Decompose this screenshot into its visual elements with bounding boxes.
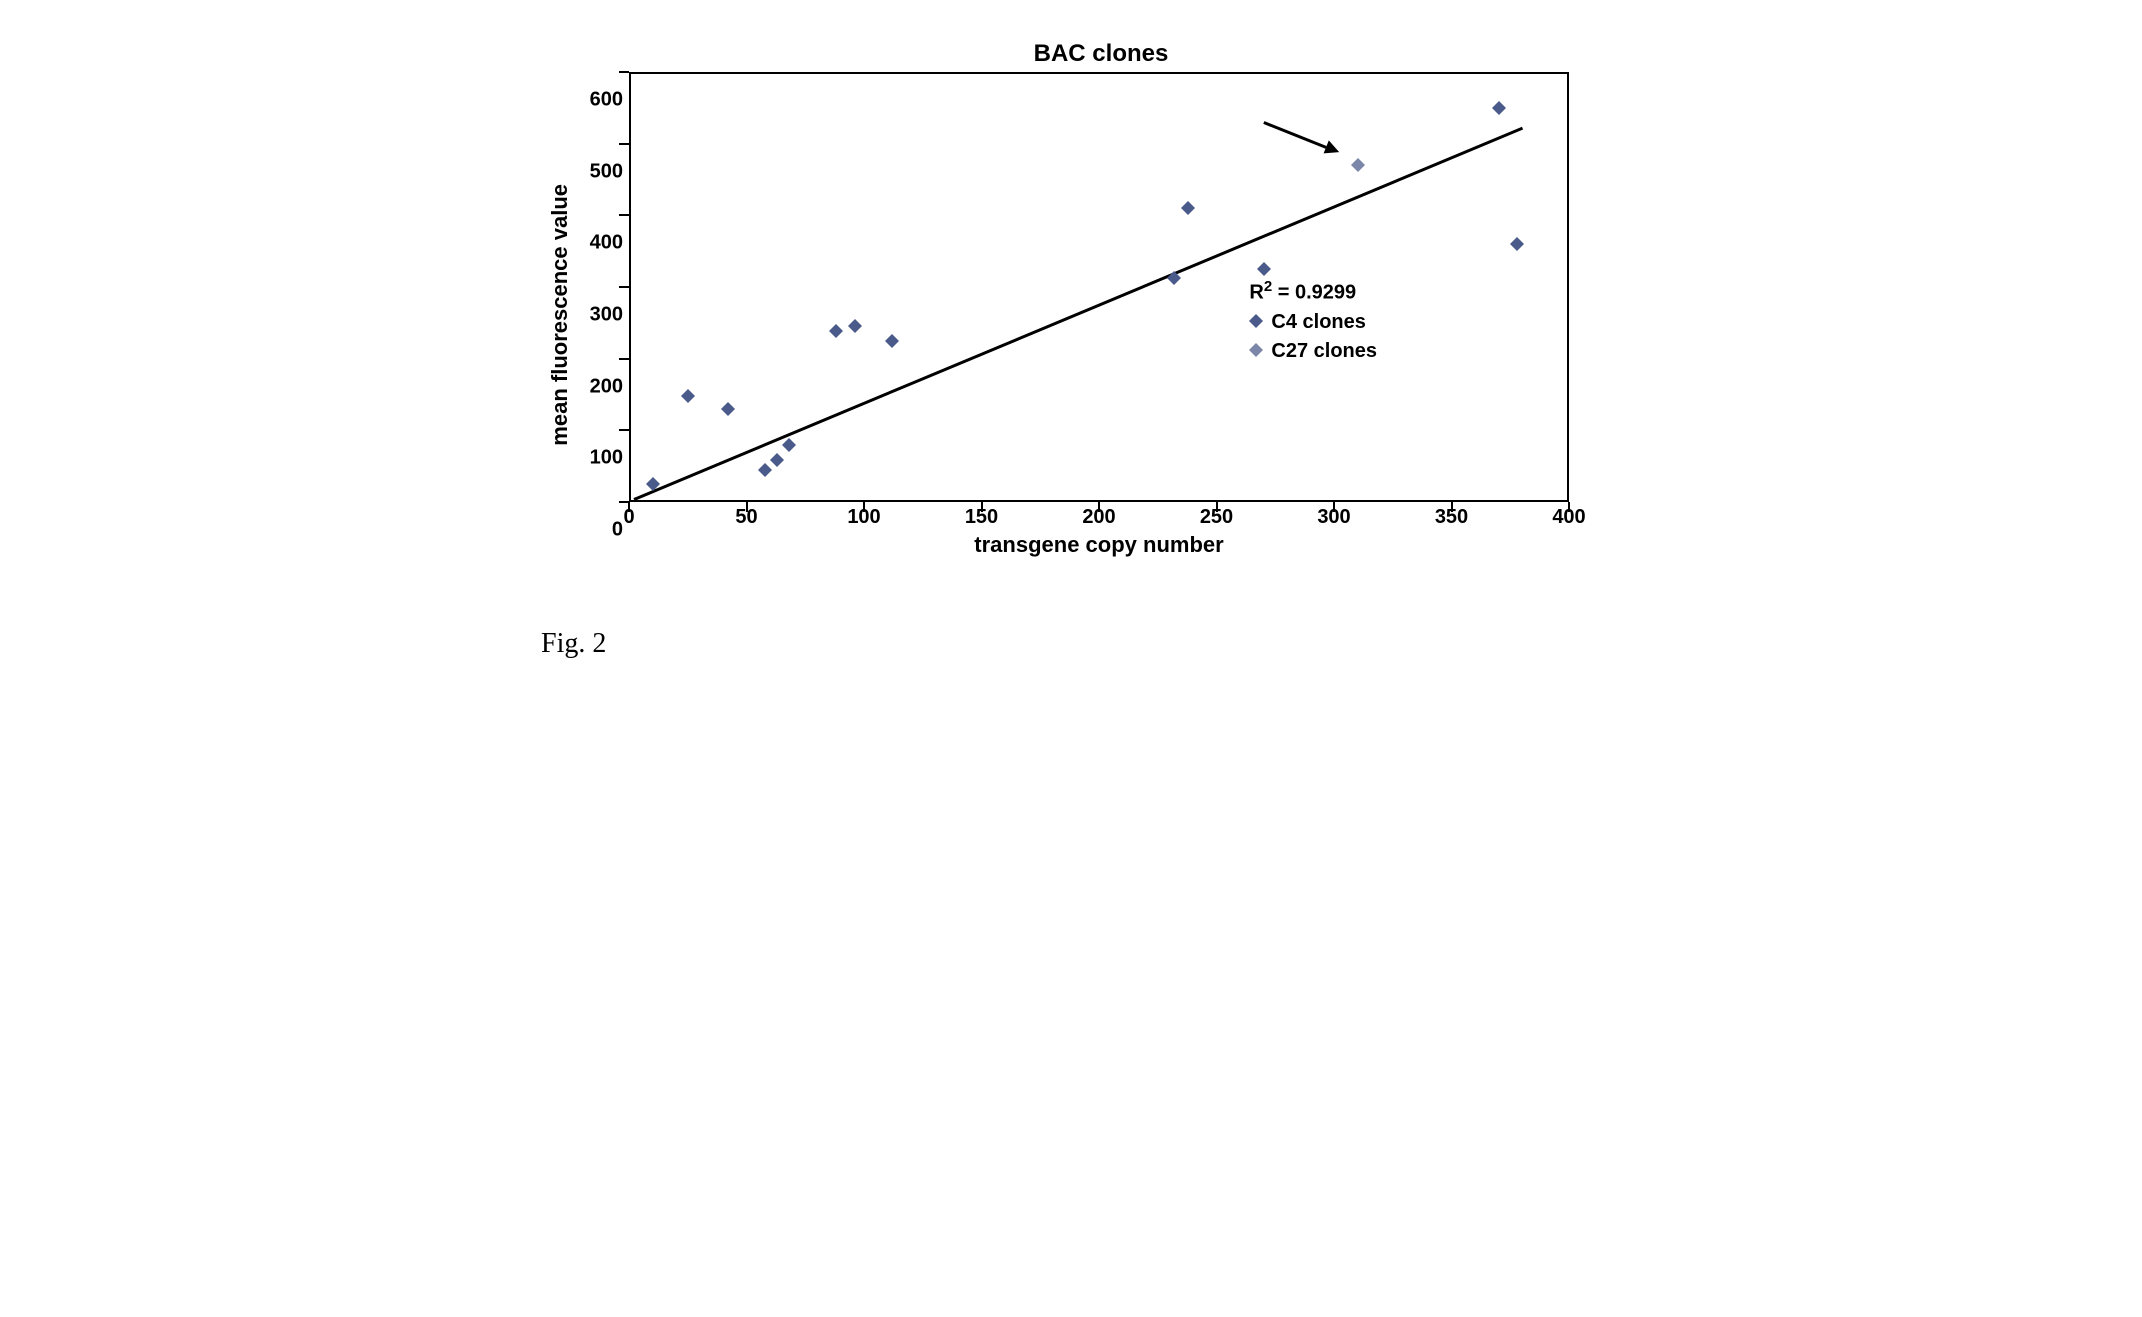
plot-stack: R2 = 0.9299C4 clonesC27 clones 050100150…: [629, 72, 1569, 558]
x-tick-label: 150: [965, 506, 998, 529]
legend-item: C27 clones: [1249, 340, 1377, 363]
legend: R2 = 0.9299 C4 clones C27 clones: [1249, 278, 1377, 363]
arrow-annotation: [1264, 122, 1339, 152]
chart-row: mean fluorescence value 0100200300400500…: [541, 72, 1601, 558]
y-tick-label: 400: [590, 232, 623, 255]
x-tick-label: 300: [1317, 506, 1350, 529]
x-tick-label: 400: [1552, 506, 1585, 529]
plot-area: R2 = 0.9299 C4 clones C27 clones: [629, 72, 1569, 502]
legend-label: C27 clones: [1271, 340, 1377, 363]
figure-caption: Fig. 2: [541, 628, 1601, 660]
x-tick-label: 0: [623, 506, 634, 529]
data-point: [848, 319, 862, 333]
y-tick: [619, 358, 629, 360]
figure-container: BAC clones mean fluorescence value 0 100 2…: [541, 40, 1601, 660]
y-tick-label: 0: [612, 519, 623, 542]
data-point: [1492, 101, 1506, 115]
x-tick-label: 250: [1200, 506, 1233, 529]
plot-border: [629, 72, 1569, 502]
y-tick-label: 500: [590, 160, 623, 183]
y-tick: [619, 143, 629, 145]
legend-marker-icon: [1249, 311, 1263, 334]
y-tick: [619, 71, 629, 73]
legend-item: C4 clones: [1249, 311, 1377, 334]
y-tick: [619, 501, 629, 503]
data-point: [829, 324, 843, 338]
x-tick-labels: 050100150200250300350400: [629, 502, 1569, 530]
y-axis-label: mean fluorescence value: [541, 184, 573, 446]
y-tick-label: 600: [590, 89, 623, 112]
data-point: [782, 438, 796, 452]
x-tick-label: 350: [1435, 506, 1468, 529]
data-point: [1167, 271, 1181, 285]
x-tick-label: 50: [735, 506, 757, 529]
y-tick-label: 100: [590, 447, 623, 470]
data-point: [681, 389, 695, 403]
y-tick: [619, 286, 629, 288]
data-point: [646, 477, 660, 491]
y-tick-label: 200: [590, 375, 623, 398]
data-point: [1510, 237, 1524, 251]
data-point: [1351, 158, 1365, 172]
trend-line: [633, 126, 1522, 500]
legend-marker-icon: [1249, 340, 1263, 363]
data-point: [1257, 262, 1271, 276]
legend-r2: R2 = 0.9299: [1249, 278, 1377, 305]
data-point: [885, 334, 899, 348]
y-tick-label: 300: [590, 304, 623, 327]
y-tick-labels: 0100200300400500600: [573, 100, 629, 530]
x-tick-label: 200: [1082, 506, 1115, 529]
y-tick: [619, 429, 629, 431]
data-point: [1181, 201, 1195, 215]
data-point: [770, 453, 784, 467]
x-axis-label: transgene copy number: [629, 532, 1569, 558]
data-point: [721, 402, 735, 416]
chart-title: BAC clones: [541, 40, 1601, 68]
y-tick: [619, 214, 629, 216]
legend-label: C4 clones: [1271, 311, 1365, 334]
x-tick-label: 100: [847, 506, 880, 529]
